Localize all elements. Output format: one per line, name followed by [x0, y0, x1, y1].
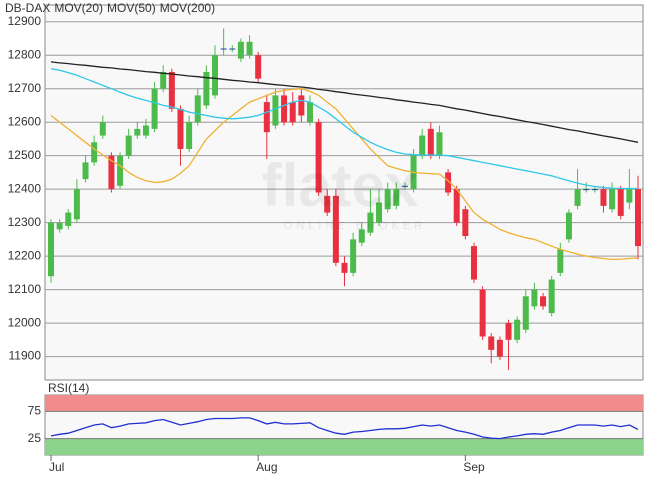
candle-body: [574, 189, 581, 206]
x-tick-label: Aug: [256, 460, 277, 474]
candle-body: [393, 189, 400, 206]
y-tick-label: 12200: [8, 248, 42, 262]
candle-body: [48, 222, 54, 277]
candle-body: [583, 189, 590, 191]
candle-body: [635, 189, 641, 247]
candle-body: [384, 189, 391, 210]
y-tick-label: 12000: [8, 315, 42, 329]
y-tick-label: 11900: [9, 349, 42, 363]
legend-entry: RSI(14): [48, 381, 89, 395]
candle-body: [125, 135, 132, 156]
candle-body: [565, 212, 572, 240]
legend-entry: MOV(200): [160, 1, 215, 15]
candle-body: [134, 128, 141, 136]
candle-body: [177, 108, 184, 149]
candle-body: [453, 189, 460, 223]
candle-body: [237, 41, 244, 59]
y-tick-label: 12800: [8, 47, 42, 61]
upper-band: [45, 395, 643, 412]
candle-body: [272, 95, 279, 126]
x-tick-label: Sep: [463, 460, 485, 474]
lower-band: [45, 438, 643, 455]
y-tick-label: 12900: [8, 14, 42, 28]
candle-body: [479, 289, 486, 337]
candle-body: [281, 95, 288, 123]
candle-body: [427, 128, 434, 156]
candle-body: [350, 239, 357, 273]
candle-body: [540, 296, 547, 307]
candle-body: [367, 212, 374, 233]
candle-body: [255, 55, 262, 79]
candle-body: [194, 95, 201, 123]
candle-body: [142, 125, 149, 136]
candle-body: [168, 71, 175, 109]
candle-body: [108, 155, 115, 190]
candle-body: [505, 323, 512, 340]
line-series: [50, 67, 638, 190]
line-series: [50, 417, 639, 440]
candle-body: [73, 189, 80, 220]
candle-body: [298, 95, 305, 116]
candle-body: [617, 189, 624, 216]
line-series: [50, 61, 639, 143]
y-tick-label: 12600: [8, 114, 42, 128]
y-tick-label: 75: [28, 404, 42, 418]
line-series: [50, 88, 639, 261]
candle-body: [306, 102, 313, 123]
candle-body: [376, 202, 383, 223]
candle-body: [514, 319, 521, 340]
candle-body: [436, 132, 443, 156]
y-tick-label: 12100: [8, 282, 42, 296]
candle-body: [496, 339, 503, 357]
candle-body: [609, 189, 616, 210]
candle-body: [203, 71, 210, 106]
x-tick-label: Jul: [49, 460, 64, 474]
candle-body: [99, 122, 106, 136]
candle-body: [91, 142, 98, 163]
candle-body: [117, 155, 124, 186]
candle-body: [341, 262, 348, 273]
candle-body: [522, 296, 529, 330]
candle-body: [65, 212, 72, 226]
candle-body: [151, 88, 158, 129]
y-tick-label: 12400: [8, 181, 42, 195]
candle-body: [289, 102, 296, 123]
candle-body: [324, 195, 331, 213]
candle-body: [263, 102, 270, 133]
candle-body: [626, 189, 633, 203]
candle-body: [56, 222, 63, 230]
candle-body: [419, 135, 426, 156]
candle-body: [160, 71, 167, 89]
legend-entry: MOV(50): [107, 1, 156, 15]
candle-body: [531, 289, 538, 307]
y-tick-label: 12500: [8, 148, 42, 162]
price-panel: [44, 4, 644, 381]
y-tick-label: 12700: [8, 81, 42, 95]
watermark: flatex: [262, 152, 419, 219]
candle-body: [315, 122, 322, 193]
legend-entry: DB-DAX: [5, 1, 50, 15]
legend-entry: MOV(20): [54, 1, 103, 15]
candle-body: [600, 189, 607, 206]
candle-body: [462, 209, 469, 237]
candle-body: [186, 122, 193, 149]
watermark-sub: ONLINE BROKER: [284, 220, 426, 232]
candle-body: [358, 229, 365, 243]
candle-body: [445, 172, 452, 193]
candle-body: [401, 185, 408, 187]
candle-body: [548, 279, 555, 314]
candle-body: [246, 41, 253, 56]
y-tick-label: 25: [28, 431, 42, 445]
candle-body: [470, 246, 477, 280]
candle-body: [220, 48, 227, 50]
candle-body: [229, 48, 236, 50]
candle-body: [332, 195, 339, 263]
candle-body: [591, 189, 598, 191]
candle-body: [488, 336, 495, 350]
candle-body: [557, 249, 564, 273]
candle-body: [82, 162, 89, 180]
y-tick-label: 12300: [8, 215, 42, 229]
candle-body: [212, 55, 219, 96]
